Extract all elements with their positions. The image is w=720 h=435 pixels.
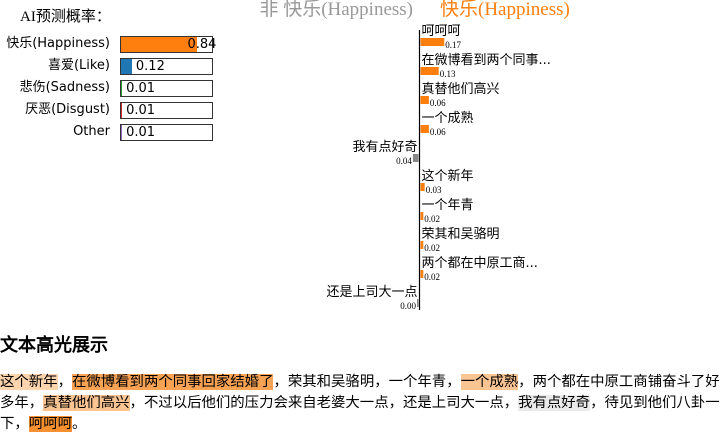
probability-fill [121,125,123,140]
bar-label: 还是上司大一点 [326,285,417,300]
bar-value: 0.03 [426,185,442,195]
contribution-bar [420,125,429,133]
probability-label: 厌恶(Disgust) [25,102,110,117]
text-segment: ，两个都在中原工商铺奋斗了好多年， [0,374,720,411]
contribution-bar [420,241,424,249]
bar-value: 0.02 [424,272,440,282]
bar-label: 我有点好奇 [352,139,417,155]
probability-fill [121,103,123,118]
probability-row: 悲伤(Sadness) 0.01 [0,79,240,97]
probability-value: 0.01 [126,81,156,96]
probability-bar: 0.01 [120,80,213,97]
probability-bar: 0.84 [120,36,217,53]
bar-label: 这个新年 [422,168,474,184]
bar-value: 0.13 [440,69,456,79]
contribution-bar [420,183,425,191]
probability-row: Other 0.01 [0,123,240,141]
text-segment: ， [446,374,461,390]
text-segment: 呵呵呵 [28,416,72,432]
contribution-bar [420,96,429,104]
bar-value: 0.06 [430,127,446,137]
probability-bar: 0.01 [120,102,213,119]
text-segment: ，荣其和吴骆明， [273,374,389,390]
bar-value: 0.02 [424,214,440,224]
bar-label: 荣其和吴骆明 [422,226,500,242]
probability-label: 悲伤(Sadness) [19,80,110,95]
text-segment: 一个年青 [388,374,447,390]
text-segment: 这个新年 [0,374,58,390]
bar-label: 一个成熟 [422,110,474,126]
probability-value: 0.84 [187,37,217,52]
contribution-bar [420,212,424,220]
probability-value: 0.01 [126,103,156,118]
probability-bar: 0.12 [120,58,213,75]
probability-value: 0.01 [126,125,156,140]
bars-group: 呵呵呵0.17在微博看到两个同事...0.13真替他们高兴0.06一个成熟0.0… [326,24,550,311]
bar-label: 真替他们高兴 [422,81,500,97]
bar-value: 0.00 [400,301,416,311]
probability-row: 喜爱(Like) 0.12 [0,57,240,75]
bar-label: 在微博看到两个同事... [422,52,551,68]
probability-row: 快乐(Happiness) 0.84 [0,35,240,53]
bar-value: 0.17 [445,40,461,50]
probability-label: Other [73,124,110,139]
positive-header: 快乐(Happiness) [440,0,570,20]
text-segment: 。 [71,416,87,432]
text-segment: ， [57,374,72,390]
text-segment: ，不过以后他们的压力会来自老婆大一点，还是上司大一点， [129,395,519,411]
probability-value: 0.12 [135,59,165,74]
negative-header: 非 快乐(Happiness) [259,0,413,20]
contribution-bar [420,270,424,278]
contribution-bar [412,154,419,162]
bar-label: 呵呵呵 [422,24,461,39]
contribution-bar [417,299,419,307]
probability-fill [121,37,198,52]
highlight-title: 文本高光展示 [0,335,108,356]
contribution-bar [420,67,439,75]
probability-label: 快乐(Happiness) [6,36,110,51]
text-segment: 我有点好奇 [518,395,591,411]
probability-bar: 0.01 [120,124,213,141]
bar-label: 一个年青 [422,198,474,213]
probability-row: 厌恶(Disgust) 0.01 [0,101,240,119]
text-segment: ，待见到他们八卦一下， [0,395,720,432]
probability-fill [121,81,123,96]
contribution-bar [420,38,445,46]
bar-value: 0.06 [430,98,446,108]
text-segment: 真替他们高兴 [43,395,130,411]
probability-fill [121,59,132,74]
bar-value: 0.04 [396,156,412,166]
probability-title: AI预测概率： [20,9,111,25]
text-segment: 在微博看到两个同事回家结婚了 [71,374,274,390]
text-segment: 一个成熟 [460,374,519,390]
bar-value: 0.02 [424,243,440,253]
bar-label: 两个都在中原工商... [422,256,538,271]
probability-label: 喜爱(Like) [47,58,110,73]
highlight-text: 这个新年，在微博看到两个同事回家结婚了，荣其和吴骆明，一个年青，一个成熟，两个都… [0,372,720,435]
